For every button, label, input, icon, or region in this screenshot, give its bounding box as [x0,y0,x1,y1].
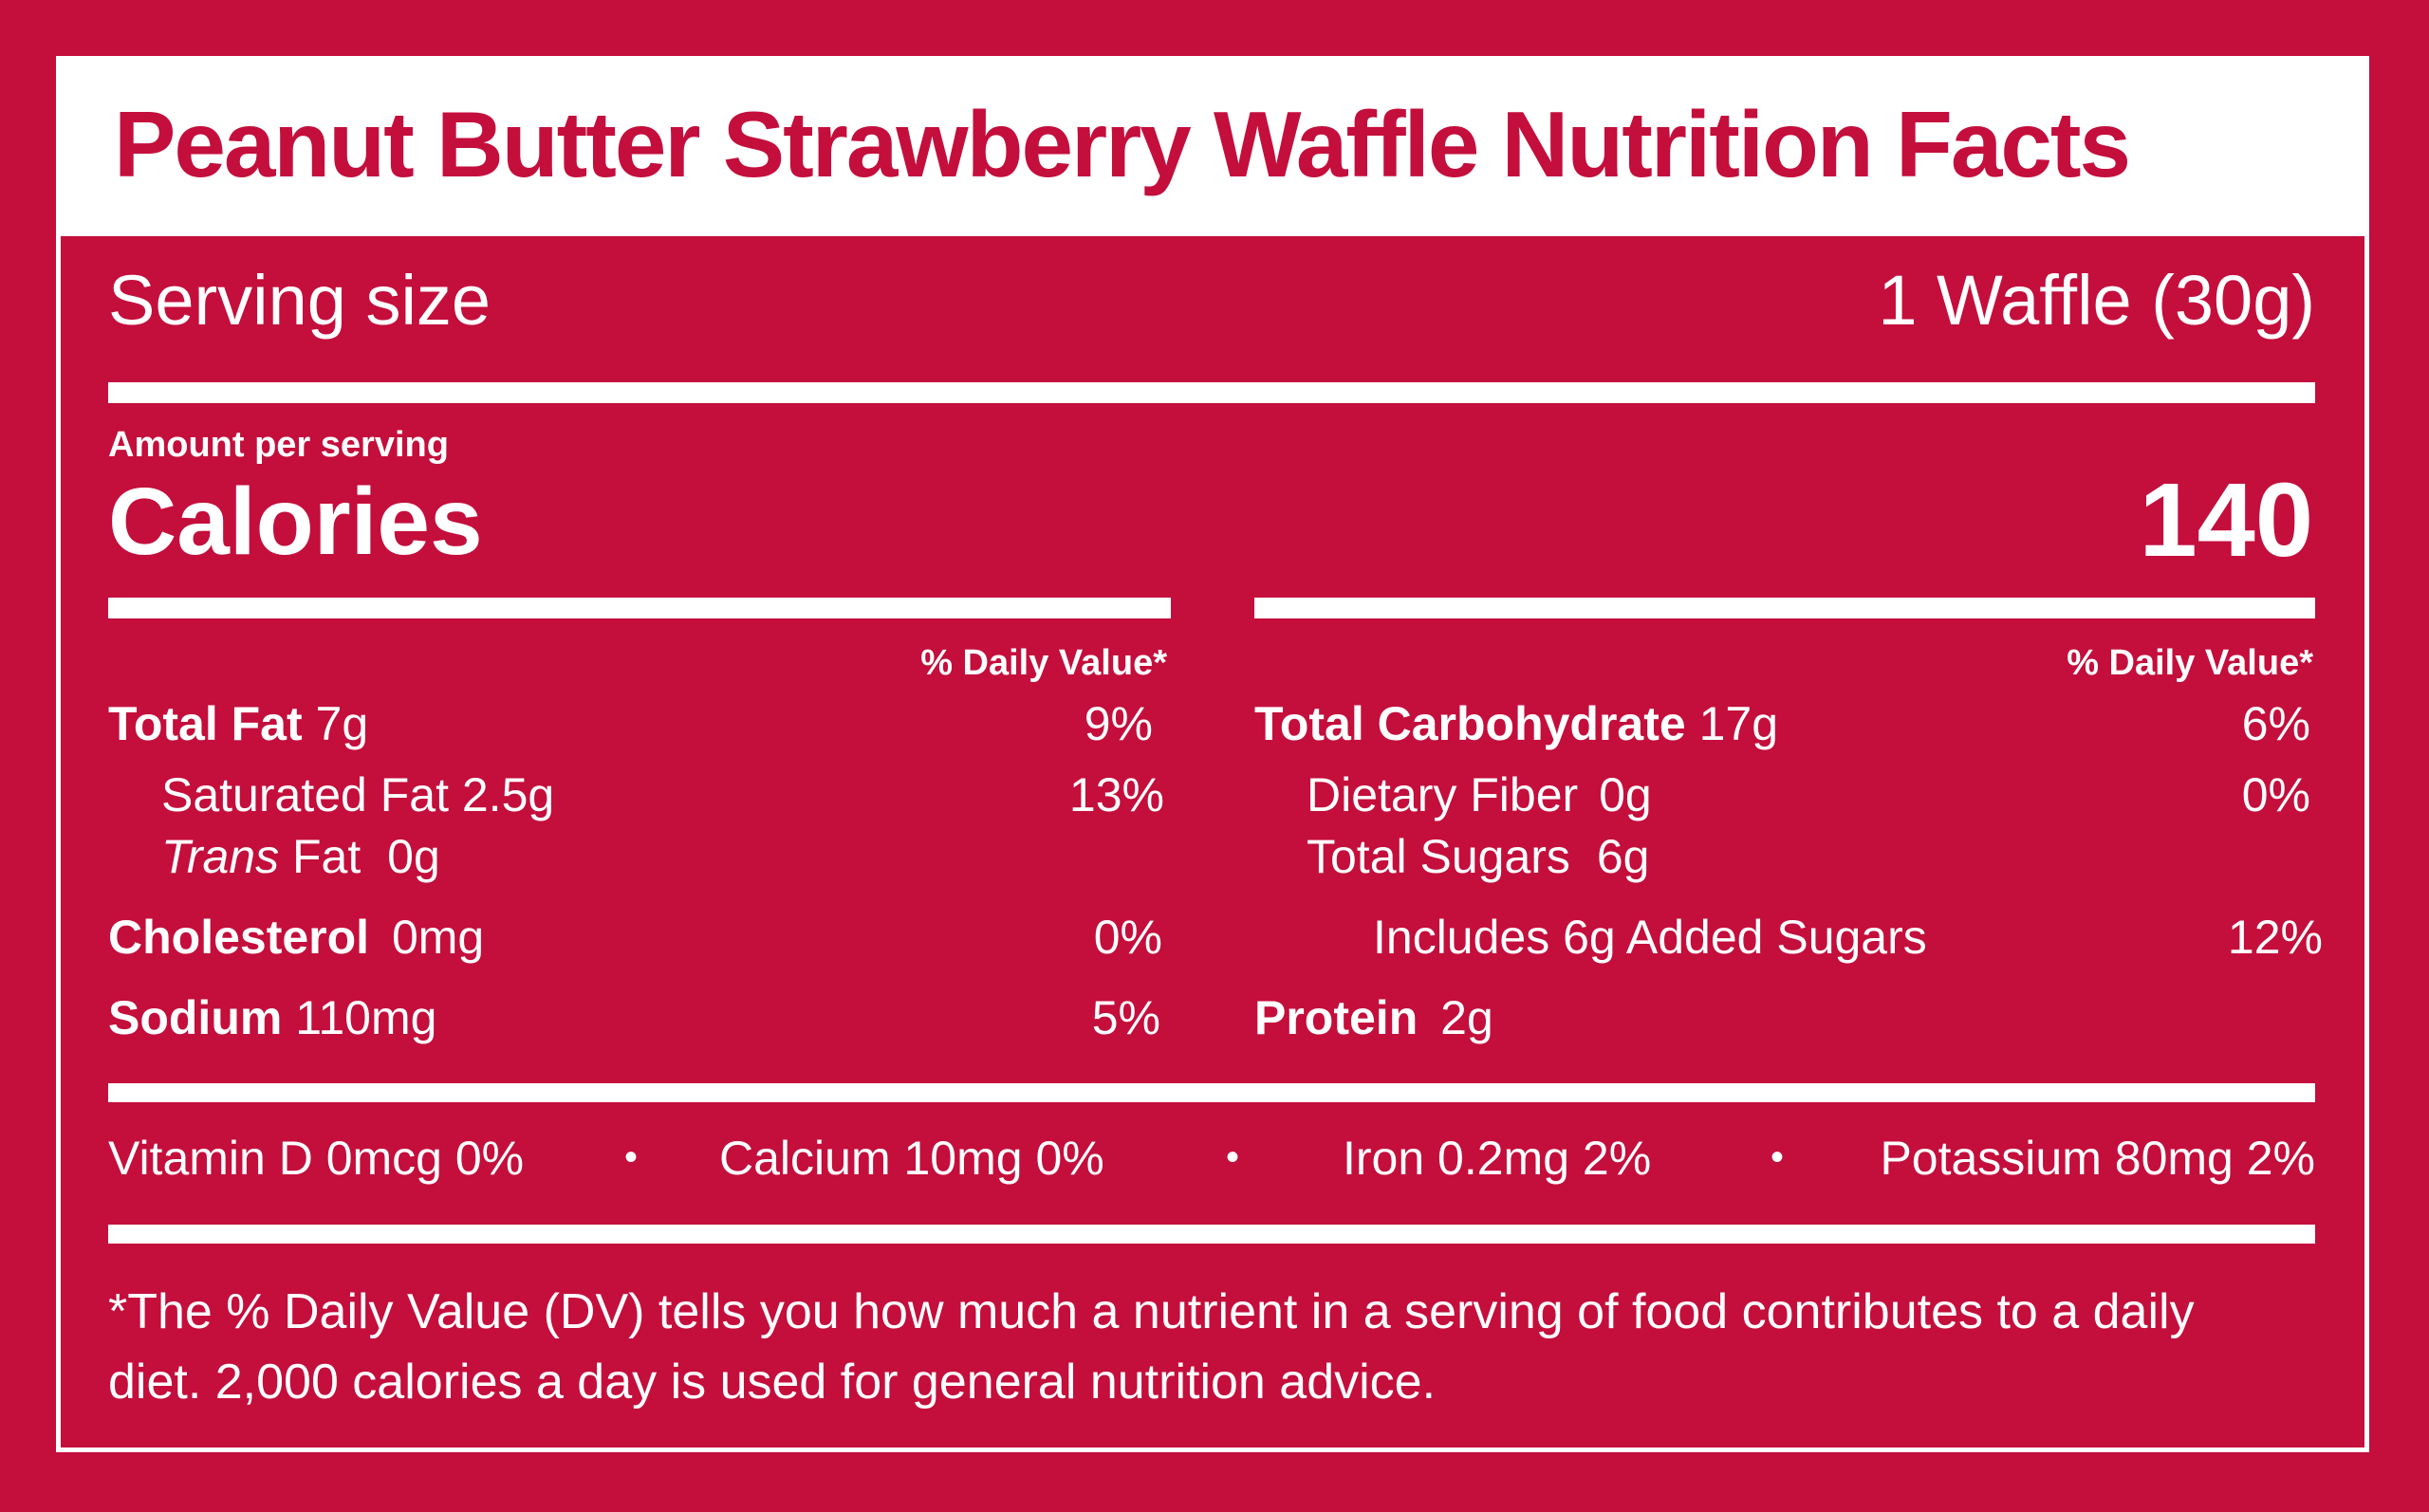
separator-dot: • [1226,1136,1240,1178]
protein-amount: 2g [1440,991,1493,1044]
daily-value-header-right: % Daily Value* [2067,643,2313,683]
total-fat-label: Total Fat [108,697,303,750]
cholesterol-amount: 0mg [391,911,485,964]
trans-fat-row: Trans Fat 0g [161,833,440,880]
divider-footnote-top [108,1225,2315,1244]
total-sugars-amount: 6g [1596,830,1650,883]
protein-label: Protein [1254,991,1418,1044]
saturated-fat-amount: 2.5g [461,768,555,821]
dietary-fiber-label: Dietary Fiber [1307,768,1579,821]
divider-vitamins-top [108,1083,2315,1102]
dietary-fiber-dv: 0% [2241,768,2310,821]
daily-value-header-left: % Daily Value* [920,643,1167,683]
added-sugars-row: Includes 6g Added Sugars [1373,911,1927,964]
sodium-amount: 110mg [295,991,437,1044]
saturated-fat-dv: 13% [1068,768,1164,821]
total-carbohydrate-row: Total Carbohydrate 17g [1254,700,1778,747]
dietary-fiber-row: Dietary Fiber 0g [1307,771,1652,819]
cholesterol-dv: 0% [1093,911,1162,964]
sodium-row: Sodium 110mg [108,994,436,1042]
dietary-fiber-amount: 0g [1599,768,1652,821]
amount-per-serving-label: Amount per serving [108,425,449,465]
cholesterol-row: Cholesterol 0mg [108,913,484,961]
potassium: Potassium 80mg 2% [1880,1132,2315,1185]
trans-fat-italic-label: Trans [161,830,280,883]
total-carbohydrate-amount: 17g [1698,697,1779,750]
total-sugars-row: Total Sugars 6g [1307,833,1649,880]
serving-size-value: 1 Waffle (30g) [1878,261,2315,340]
serving-size-label: Serving size [108,261,491,340]
total-carbohydrate-dv: 6% [2241,697,2310,750]
page-title: Peanut Butter Strawberry Waffle Nutritio… [114,92,2131,196]
total-carbohydrate-label: Total Carbohydrate [1254,697,1686,750]
total-fat-dv: 9% [1084,697,1153,750]
vitamin-d: Vitamin D 0mcg 0% [108,1132,525,1185]
saturated-fat-row: Saturated Fat 2.5g [161,771,554,819]
divider-left-column [108,598,1171,618]
saturated-fat-label: Saturated Fat [161,768,449,821]
divider-serving [108,382,2315,403]
total-sugars-label: Total Sugars [1307,830,1570,883]
calories-label: Calories [108,469,483,575]
trans-fat-amount: 0g [387,830,440,883]
iron: Iron 0.2mg 2% [1343,1132,1652,1185]
label-frame [56,56,2369,1452]
added-sugars-dv: 12% [2227,911,2323,964]
protein-row: Protein 2g [1254,994,1493,1042]
calories-value: 140 [2139,462,2313,579]
separator-dot: • [1771,1136,1785,1178]
total-fat-row: Total Fat 7g [108,700,368,747]
cholesterol-label: Cholesterol [108,911,370,964]
sodium-label: Sodium [108,991,283,1044]
calcium: Calcium 10mg 0% [719,1132,1104,1185]
daily-value-footnote: *The % Daily Value (DV) tells you how mu… [108,1284,2195,1410]
trans-fat-label: Fat [292,830,362,883]
title-band [56,56,2369,236]
divider-right-column [1254,598,2315,618]
total-fat-amount: 7g [315,697,369,750]
sodium-dv: 5% [1091,991,1160,1044]
separator-dot: • [624,1136,639,1178]
